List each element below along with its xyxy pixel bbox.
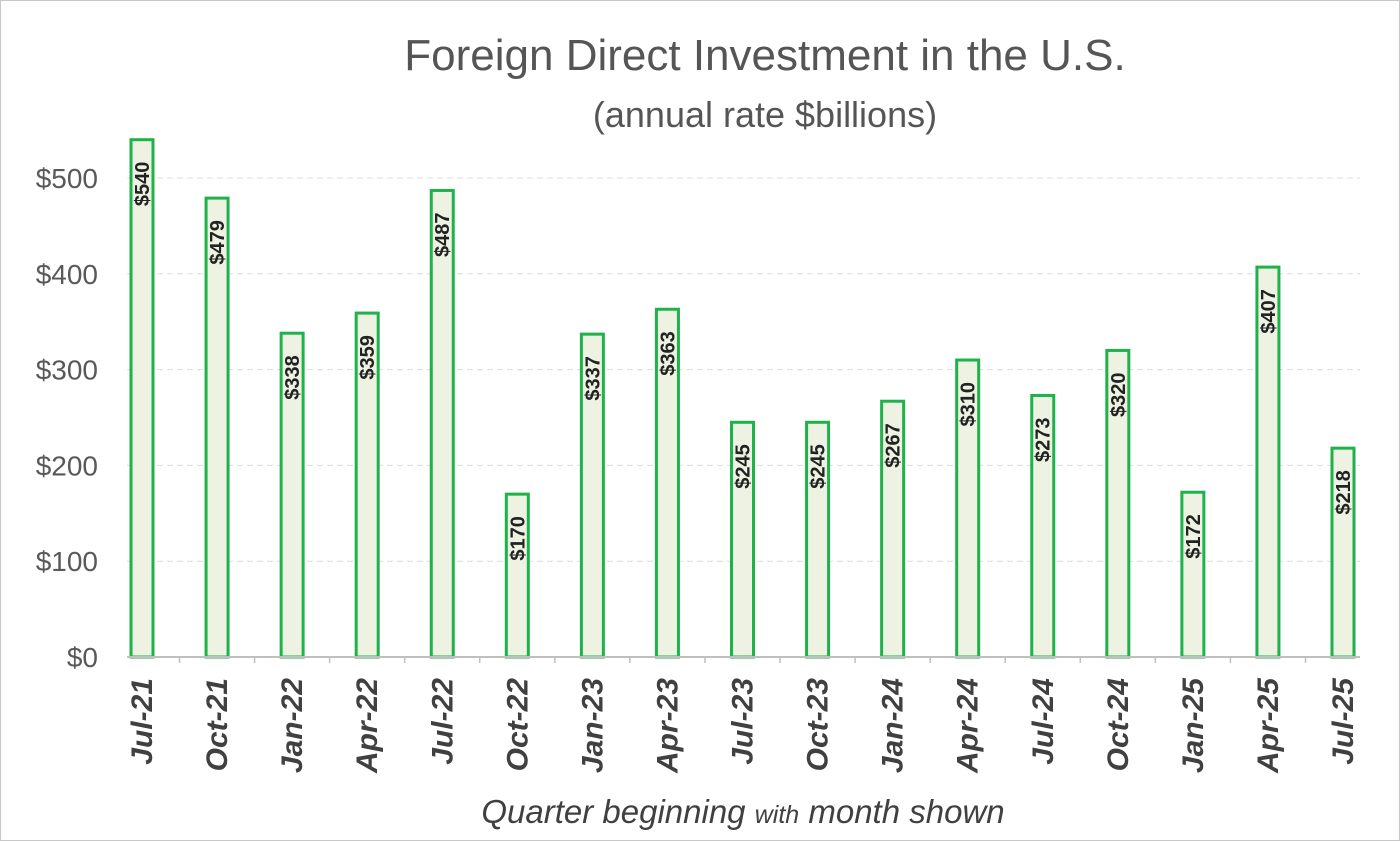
data-label: $245 (733, 444, 755, 489)
gridlines (127, 177, 1360, 562)
data-label: $320 (1108, 372, 1130, 417)
data-label: $273 (1033, 417, 1055, 462)
data-label: $337 (582, 356, 604, 401)
x-tick-label: Jul-23 (727, 678, 760, 765)
x-tick-label: Apr-24 (952, 678, 985, 774)
y-tick-label: $0 (67, 642, 98, 673)
y-tick-label: $100 (36, 546, 98, 577)
data-labels: $540 $479 $338 $359 $487 $170 $337 $363 $245 $245… (132, 162, 1355, 561)
data-label: $359 (357, 335, 379, 380)
data-label: $487 (432, 212, 454, 256)
chart-subtitle: (annual rate $billions) (593, 94, 937, 135)
x-tick-label: Jan-22 (276, 678, 309, 773)
data-label: $218 (1333, 470, 1355, 515)
x-tick-label: Apr-25 (1252, 677, 1285, 774)
x-tick-label: Jan-24 (877, 678, 910, 773)
x-axis-title-part-2: with (755, 801, 799, 829)
data-label: $479 (207, 220, 229, 264)
x-tick-label: Jan-23 (576, 678, 609, 773)
y-tick-label: $300 (36, 355, 98, 386)
bars (129, 138, 1356, 659)
x-axis: Jul-21 Oct-21 Jan-22 Apr-22 Jul-22 Oct-22 Jan-… (126, 657, 1360, 774)
bar (129, 138, 155, 659)
data-label: $172 (1183, 514, 1205, 559)
y-axis: $0 $100 $200 $300 $400 $500 (36, 163, 98, 673)
data-label: $310 (958, 382, 980, 427)
data-label: $170 (507, 516, 529, 561)
data-label: $267 (883, 423, 905, 468)
y-tick-label: $400 (36, 259, 98, 290)
x-tick-label: Oct-22 (501, 678, 534, 772)
x-tick-label: Oct-24 (1102, 678, 1135, 772)
x-tick-label: Oct-21 (201, 678, 234, 771)
x-axis-title: Quarter beginning with month shown (481, 793, 1004, 830)
x-tick-label: Jul-21 (126, 678, 159, 765)
x-axis-title-part-1: Quarter beginning (481, 793, 754, 830)
x-tick-label: Jan-25 (1177, 677, 1210, 773)
data-label: $245 (808, 444, 830, 489)
y-tick-label: $500 (36, 163, 98, 194)
bar (429, 188, 455, 659)
data-label: $540 (132, 162, 154, 207)
bar (204, 196, 230, 659)
y-tick-label: $200 (36, 450, 98, 481)
x-tick-label: Jul-25 (1327, 677, 1360, 765)
data-label: $407 (1258, 289, 1280, 334)
chart-title: Foreign Direct Investment in the U.S. (404, 31, 1125, 80)
x-tick-label: Apr-22 (351, 678, 384, 774)
x-tick-label: Jul-24 (1027, 678, 1060, 765)
data-label: $363 (657, 331, 679, 376)
x-tick-label: Apr-23 (651, 678, 684, 774)
x-tick-label: Oct-23 (802, 678, 835, 772)
x-axis-title-part-3: month shown (799, 793, 1004, 830)
x-tick-label: Jul-22 (426, 678, 459, 765)
data-label: $338 (282, 355, 304, 400)
